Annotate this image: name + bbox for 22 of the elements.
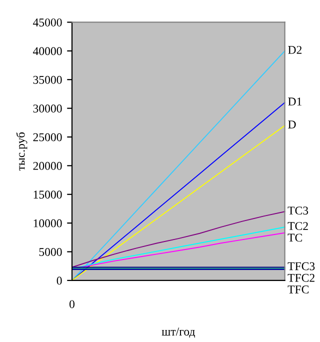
series-label: TFC2 (288, 274, 314, 282)
y-tick-label: 30000 (33, 104, 62, 113)
y-tick-label: 20000 (33, 162, 62, 170)
series-label: TC (288, 234, 302, 242)
y-tick-label: 25000 (33, 133, 62, 142)
y-tick-label: 45000 (32, 18, 62, 26)
series-label: TFC (288, 286, 309, 294)
y-tick-label: 40000 (32, 47, 62, 56)
y-tick-label: 35000 (33, 76, 62, 84)
y-tick-label: 10000 (34, 219, 62, 228)
y-tick-label: 15000 (34, 190, 62, 199)
y-axis-title: тыс.руб (16, 132, 28, 171)
series-label: D2 (288, 46, 302, 54)
series-label: D1 (288, 98, 302, 106)
series-label: D (288, 120, 296, 128)
series-label: TC3 (288, 206, 308, 215)
series-label: TFC3 (288, 262, 315, 270)
x-axis-title: шт/год (162, 328, 195, 338)
series-label: TC2 (288, 222, 308, 230)
line-series (72, 211, 286, 268)
y-tick-label: 0 (56, 276, 62, 285)
y-tick-label: 5000 (39, 248, 62, 256)
